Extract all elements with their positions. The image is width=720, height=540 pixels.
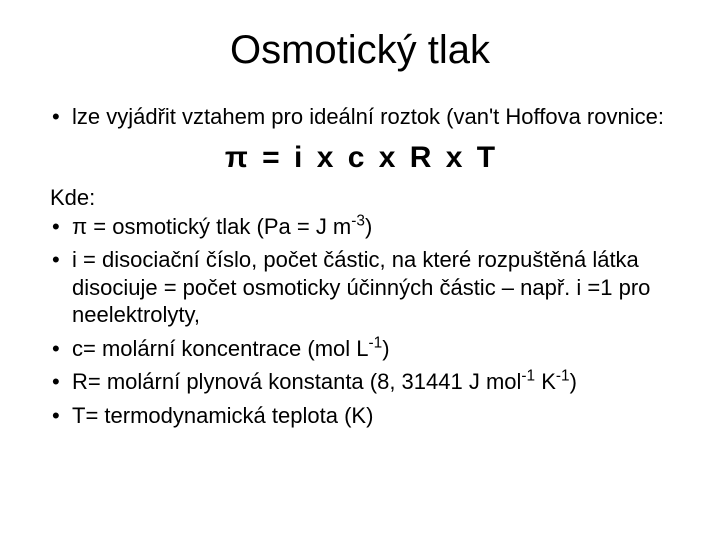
intro-list: lze vyjádřit vztahem pro ideální roztok … <box>50 103 670 131</box>
slide-title: Osmotický tlak <box>50 28 670 73</box>
intro-bullet: lze vyjádřit vztahem pro ideální roztok … <box>50 103 670 131</box>
definition-item: R= molární plynová konstanta (8, 31441 J… <box>50 368 670 396</box>
slide: Osmotický tlak lze vyjádřit vztahem pro … <box>0 0 720 540</box>
definition-item: c= molární koncentrace (mol L-1) <box>50 335 670 363</box>
kde-label: Kde: <box>50 185 670 211</box>
definitions-list: π = osmotický tlak (Pa = J m-3) i = diso… <box>50 213 670 430</box>
definition-item: π = osmotický tlak (Pa = J m-3) <box>50 213 670 241</box>
equation: π = i x c x R x T <box>50 141 670 175</box>
definition-item: T= termodynamická teplota (K) <box>50 402 670 430</box>
definition-item: i = disociační číslo, počet částic, na k… <box>50 246 670 329</box>
